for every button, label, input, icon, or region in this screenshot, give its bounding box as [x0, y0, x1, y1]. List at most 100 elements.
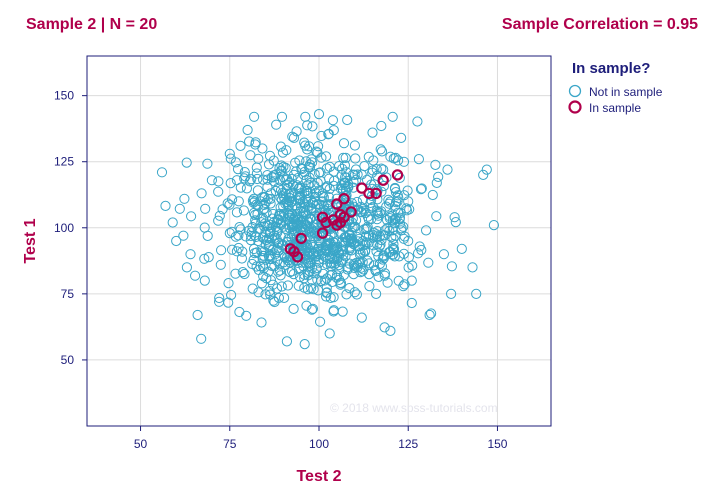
population-point [315, 316, 326, 327]
x-tick-label: 50 [134, 437, 148, 451]
population-point [260, 226, 271, 238]
sample-point [363, 187, 375, 200]
population-point [206, 175, 217, 186]
population-point [244, 136, 255, 147]
sample-point [345, 206, 357, 218]
population-point [303, 179, 314, 190]
population-point [267, 213, 278, 224]
population-point [262, 181, 273, 193]
sample-point [331, 198, 343, 210]
population-point [299, 273, 310, 284]
population-point [324, 161, 335, 172]
population-point [371, 231, 382, 242]
population-point [301, 209, 312, 220]
population-point [312, 177, 323, 188]
population-point [304, 159, 315, 170]
population-point [351, 231, 363, 242]
population-point [306, 202, 317, 213]
population-point [299, 166, 310, 178]
population-point [388, 245, 399, 256]
population-point [272, 255, 283, 266]
population-point [401, 205, 412, 216]
population-point [382, 277, 393, 288]
population-point [360, 224, 371, 235]
population-point [271, 119, 282, 130]
sample-point [356, 182, 368, 194]
population-point [313, 141, 324, 152]
population-point [320, 182, 331, 193]
population-point [265, 275, 276, 286]
population-point [301, 194, 312, 205]
y-tick-label: 150 [54, 89, 74, 103]
population-point [355, 256, 366, 267]
population-point [282, 174, 293, 185]
population-point [313, 167, 325, 178]
population-point [247, 283, 258, 294]
population-point [256, 217, 267, 228]
population-point [389, 183, 401, 194]
population-point [288, 303, 299, 314]
population-point [391, 197, 402, 208]
population-point [257, 250, 268, 261]
x-axis-ticks: 50 75 100 125 150 [134, 426, 508, 451]
population-point [261, 273, 272, 284]
population-point [456, 243, 467, 254]
y-tick-label: 50 [61, 353, 75, 367]
population-point [238, 205, 249, 216]
population-point [274, 162, 285, 174]
population-point [367, 127, 378, 138]
sample-points [284, 169, 404, 263]
population-point [260, 289, 271, 300]
population-point [385, 325, 396, 336]
population-point [288, 132, 300, 143]
population-point [374, 231, 385, 242]
population-point [396, 132, 407, 143]
population-point [275, 270, 286, 281]
y-axis-ticks: 50 75 100 125 150 [54, 89, 87, 367]
population-point [313, 285, 324, 296]
population-point [264, 150, 276, 161]
population-point [340, 177, 351, 188]
population-point [316, 130, 327, 142]
population-point [426, 308, 437, 319]
population-point [364, 281, 375, 292]
population-point [213, 215, 224, 226]
population-point [403, 262, 414, 273]
population-point [321, 163, 332, 174]
population-point [236, 253, 247, 264]
population-point [241, 310, 252, 321]
population-point [471, 288, 482, 299]
population-point [167, 217, 178, 228]
population-point [306, 154, 317, 165]
population-point [275, 141, 286, 152]
population-point [273, 222, 284, 233]
population-point [404, 204, 415, 215]
population-point [267, 279, 279, 290]
population-point [253, 287, 264, 298]
population-point [251, 168, 262, 179]
population-point [305, 258, 316, 269]
population-point [274, 245, 285, 256]
population-point [299, 339, 310, 350]
population-point [356, 207, 367, 218]
population-point [344, 283, 355, 294]
population-point [185, 249, 196, 260]
population-point [227, 194, 238, 205]
population-point [354, 233, 365, 244]
population-point [368, 155, 379, 166]
population-point [398, 156, 410, 167]
population-point [315, 238, 326, 249]
population-point [270, 185, 281, 197]
population-point [308, 249, 319, 260]
population-point [295, 240, 307, 251]
population-point [273, 210, 285, 221]
legend-title: In sample? [572, 60, 650, 77]
population-point [431, 211, 442, 222]
population-point [478, 169, 489, 180]
population-point [311, 146, 322, 157]
population-point [412, 116, 423, 127]
population-point [258, 263, 269, 274]
population-point [231, 246, 242, 257]
population-point [273, 266, 284, 277]
population-point [292, 173, 303, 184]
